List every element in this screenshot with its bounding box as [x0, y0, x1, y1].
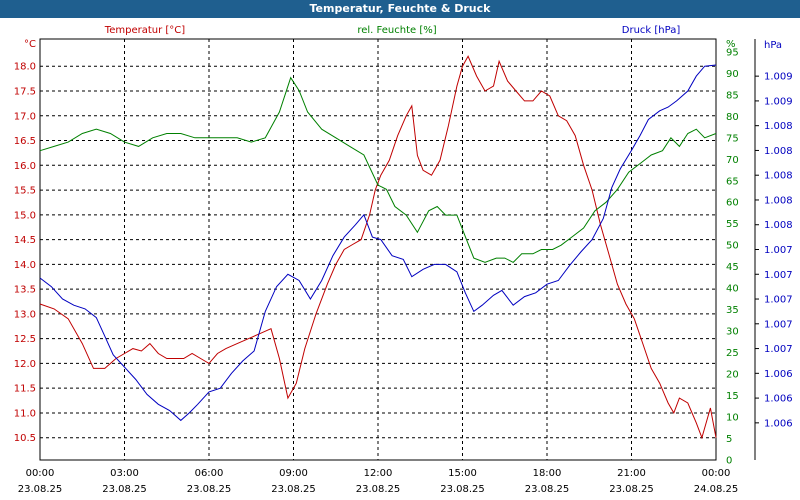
humidity-tick: 40	[726, 284, 739, 295]
x-tick-time: 06:00	[195, 468, 224, 479]
humidity-tick: 45	[726, 262, 739, 273]
humidity-tick: 60	[726, 198, 739, 209]
x-tick-date: 23.08.25	[102, 484, 147, 495]
humidity-tick: 65	[726, 176, 739, 187]
pressure-tick: 1.009	[764, 72, 793, 83]
pressure-tick: 1.007	[764, 319, 793, 330]
pressure-line	[39, 64, 717, 422]
pressure-tick: 1.009	[764, 96, 793, 107]
temperature-tick: 11.0	[14, 408, 36, 419]
pressure-tick: 1.007	[764, 245, 793, 256]
pressure-tick: 1.008	[764, 171, 793, 182]
x-tick-date: 23.08.25	[271, 484, 316, 495]
temperature-tick: 14.5	[14, 235, 36, 246]
humidity-tick: 55	[726, 219, 739, 230]
x-tick-time: 15:00	[448, 468, 477, 479]
grid	[40, 39, 716, 460]
humidity-tick: 20	[726, 370, 739, 381]
temperature-tick: 10.5	[14, 433, 36, 444]
pressure-tick: 1.008	[764, 146, 793, 157]
series-group	[39, 55, 717, 440]
x-tick-time: 12:00	[364, 468, 393, 479]
pressure-legend: Druck [hPa]	[622, 25, 681, 36]
temperature-tick: 17.5	[14, 87, 36, 98]
x-tick-date: 23.08.25	[440, 484, 485, 495]
x-tick-date: 23.08.25	[187, 484, 232, 495]
temperature-tick: 12.0	[14, 359, 36, 370]
humidity-tick: 0	[726, 456, 732, 467]
pressure-tick: 1.007	[764, 295, 793, 306]
temperature-tick: 15.5	[14, 186, 36, 197]
pressure-tick: 1.006	[764, 394, 793, 405]
humidity-tick: 15	[726, 391, 739, 402]
temperature-tick: 18.0	[14, 62, 36, 73]
x-tick-time: 18:00	[533, 468, 562, 479]
temperature-legend: Temperatur [°C]	[104, 25, 185, 36]
axis-labels: 00:00 23.08.25 03:00 23.08.25 06:00 23.08.25 0…	[14, 25, 793, 495]
x-tick-time: 09:00	[279, 468, 308, 479]
x-tick-date: 23.08.25	[525, 484, 570, 495]
temperature-unit: °C	[24, 39, 36, 50]
humidity-legend: rel. Feuchte [%]	[357, 25, 436, 36]
humidity-tick: 90	[726, 69, 739, 80]
pressure-unit: hPa	[764, 40, 782, 51]
humidity-tick: 35	[726, 305, 739, 316]
humidity-tick: 50	[726, 241, 739, 252]
temperature-tick: 16.5	[14, 136, 36, 147]
humidity-tick: 80	[726, 112, 739, 123]
temperature-line	[39, 55, 717, 440]
humidity-unit: %	[726, 39, 736, 50]
humidity-tick: 10	[726, 413, 739, 424]
window-title: Temperatur, Feuchte & Druck	[0, 0, 800, 18]
pressure-tick: 1.006	[764, 369, 793, 380]
humidity-tick: 30	[726, 327, 739, 338]
x-tick-time: 00:00	[26, 468, 55, 479]
humidity-tick: 95	[726, 47, 739, 58]
pressure-tick: 1.007	[764, 344, 793, 355]
temperature-tick: 14.0	[14, 260, 36, 271]
x-tick-time: 21:00	[617, 468, 646, 479]
pressure-tick: 1.008	[764, 195, 793, 206]
plot-area	[39, 38, 717, 461]
temperature-tick: 16.0	[14, 161, 36, 172]
x-tick-date: 23.08.25	[356, 484, 401, 495]
humidity-tick: 75	[726, 133, 739, 144]
pressure-tick: 1.007	[764, 270, 793, 281]
humidity-tick: 85	[726, 90, 739, 101]
pressure-tick: 1.006	[764, 418, 793, 429]
x-tick-date: 23.08.25	[609, 484, 654, 495]
x-tick-time: 03:00	[110, 468, 139, 479]
temperature-tick: 17.0	[14, 111, 36, 122]
humidity-tick: 5	[726, 434, 732, 445]
temperature-tick: 12.5	[14, 334, 36, 345]
pressure-tick: 1.008	[764, 220, 793, 231]
humidity-line	[39, 76, 717, 264]
x-tick-date: 23.08.25	[18, 484, 63, 495]
x-tick-date: 24.08.25	[694, 484, 739, 495]
temperature-tick: 15.0	[14, 210, 36, 221]
x-tick-time: 00:00	[702, 468, 731, 479]
temperature-tick: 13.5	[14, 285, 36, 296]
humidity-tick: 70	[726, 155, 739, 166]
temperature-tick: 11.5	[14, 384, 36, 395]
temperature-tick: 13.0	[14, 309, 36, 320]
pressure-tick: 1.008	[764, 121, 793, 132]
humidity-tick: 25	[726, 348, 739, 359]
